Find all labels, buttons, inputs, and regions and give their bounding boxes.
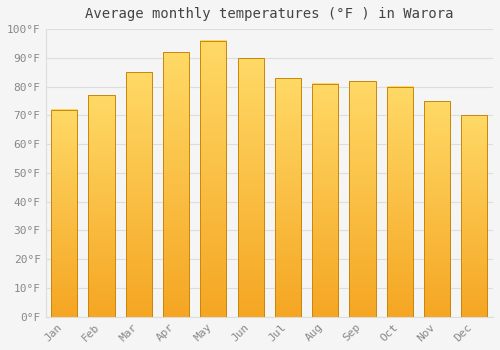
- Bar: [424, 101, 450, 317]
- Bar: [126, 72, 152, 317]
- Bar: [275, 78, 301, 317]
- Bar: [200, 41, 226, 317]
- Bar: [163, 52, 189, 317]
- Bar: [51, 110, 78, 317]
- Bar: [88, 95, 115, 317]
- Bar: [387, 86, 413, 317]
- Bar: [312, 84, 338, 317]
- Bar: [350, 81, 376, 317]
- Title: Average monthly temperatures (°F ) in Warora: Average monthly temperatures (°F ) in Wa…: [85, 7, 454, 21]
- Bar: [462, 116, 487, 317]
- Bar: [238, 58, 264, 317]
